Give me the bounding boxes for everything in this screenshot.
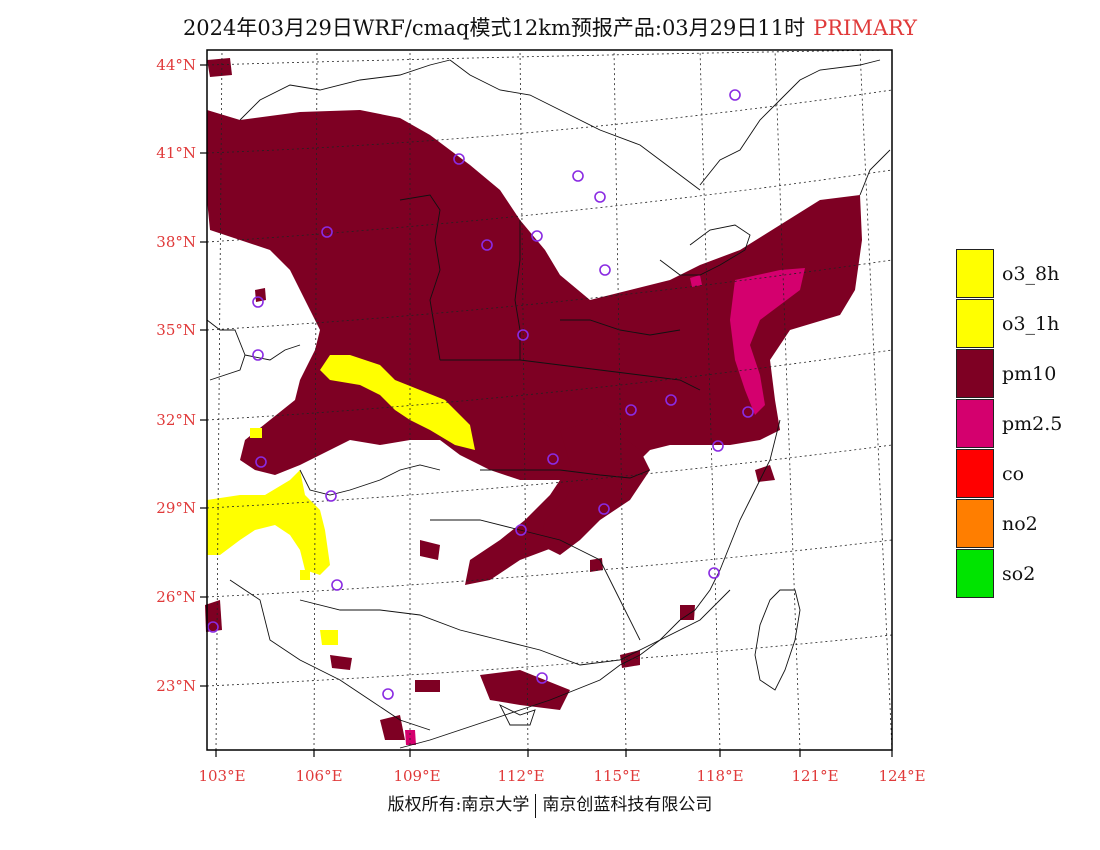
lon-label: 121°E: [791, 767, 838, 785]
station-marker: [708, 567, 720, 579]
lon-label: 118°E: [696, 767, 743, 785]
station-marker: [712, 440, 724, 452]
station-marker: [517, 329, 529, 341]
footer-separator: [535, 793, 537, 818]
map-title: 2024年03月29日WRF/cmaq模式12km预报产品:03月29日11时 P…: [0, 12, 1100, 42]
station-marker: [453, 153, 465, 165]
lon-label: 124°E: [878, 767, 925, 785]
footer-owner: 版权所有:南京大学: [387, 795, 530, 815]
station-marker: [625, 404, 637, 416]
map-frame: [206, 49, 893, 751]
station-marker: [547, 453, 559, 465]
title-main: 2024年03月29日WRF/cmaq模式12km预报产品:03月29日11时: [182, 16, 806, 40]
pm25-field: [405, 268, 805, 745]
graticule: [206, 49, 893, 751]
legend-swatch: [956, 249, 994, 298]
lat-label: 35°N: [156, 321, 196, 339]
station-marker: [252, 349, 264, 361]
lon-label: 109°E: [393, 767, 440, 785]
station-marker: [742, 406, 754, 418]
station-marker: [665, 394, 677, 406]
pm10-field: [205, 58, 862, 740]
lon-label: 106°E: [295, 767, 342, 785]
boundary-lines: [206, 59, 891, 749]
station-marker: [729, 89, 741, 101]
legend-label: o3_8h: [1002, 263, 1060, 285]
legend-label: pm10: [1002, 363, 1057, 385]
station-marker: [531, 230, 543, 242]
legend-label: o3_1h: [1002, 313, 1060, 335]
monitoring-stations: [207, 89, 754, 700]
lat-label: 41°N: [156, 144, 196, 162]
station-marker: [599, 264, 611, 276]
o3-field: [207, 355, 475, 645]
latitude-labels: 44°N 41°N 38°N 35°N 32°N 29°N 26°N 23°N: [156, 56, 196, 695]
lon-label: 103°E: [198, 767, 245, 785]
footer-company: 南京创蓝科技有限公司: [542, 795, 713, 815]
legend-swatch: [956, 399, 994, 448]
lat-label: 29°N: [156, 499, 196, 517]
legend-label: co: [1002, 463, 1025, 485]
lat-label: 23°N: [156, 677, 196, 695]
station-marker: [331, 579, 343, 591]
station-marker: [252, 296, 264, 308]
station-marker: [382, 688, 394, 700]
legend-label: no2: [1002, 513, 1038, 535]
lon-label: 115°E: [593, 767, 640, 785]
copyright-footer: 版权所有:南京大学 南京创蓝科技有限公司: [0, 790, 1100, 818]
station-marker: [207, 621, 219, 633]
station-marker: [481, 239, 493, 251]
legend-swatch: [956, 499, 994, 548]
station-marker: [321, 226, 333, 238]
lat-label: 26°N: [156, 588, 196, 606]
lat-label: 44°N: [156, 56, 196, 74]
lon-label: 112°E: [497, 767, 544, 785]
lat-label: 32°N: [156, 411, 196, 429]
station-marker: [536, 672, 548, 684]
legend-swatch: [956, 299, 994, 348]
station-marker: [515, 524, 527, 536]
station-marker: [594, 191, 606, 203]
station-marker: [325, 490, 337, 502]
lat-label: 38°N: [156, 233, 196, 251]
legend-swatch: [956, 349, 994, 398]
legend-label: pm2.5: [1002, 413, 1063, 435]
station-marker: [572, 170, 584, 182]
title-tag: PRIMARY: [813, 16, 918, 40]
legend-label: so2: [1002, 563, 1036, 585]
legend-swatch: [956, 449, 994, 498]
legend-swatch: [956, 549, 994, 598]
station-marker: [255, 456, 267, 468]
axis-ticks: [200, 64, 893, 757]
station-marker: [598, 503, 610, 515]
longitude-labels: 103°E 106°E 109°E 112°E 115°E 118°E 121°…: [198, 767, 925, 785]
